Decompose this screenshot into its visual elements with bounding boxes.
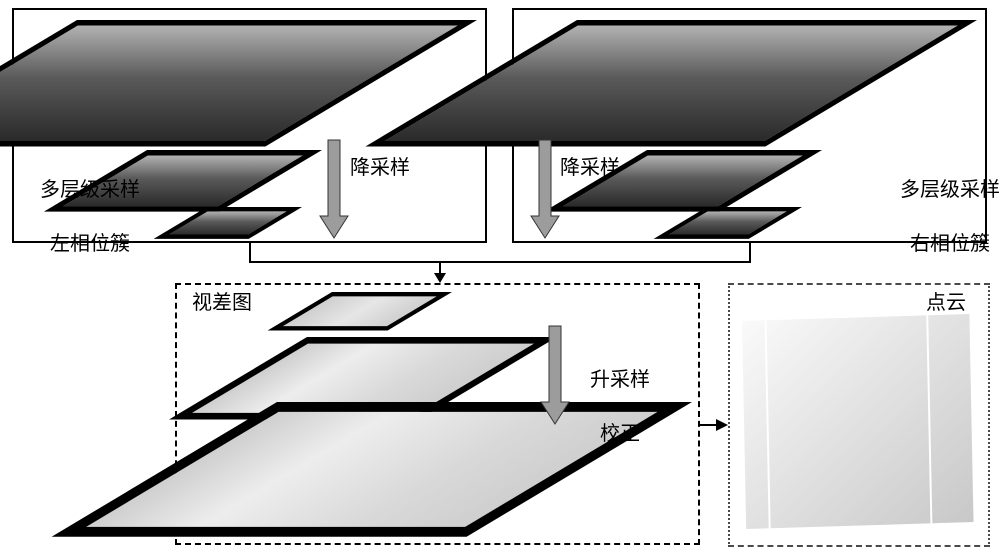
upsample-l2: 校正 (600, 423, 640, 445)
diagram-canvas: 多层级采样 左相位簇 多层级采样 右相位簇 降采样 降采样 视差图 升采样 校正 (0, 0, 1000, 555)
point-cloud-title: 点云 (926, 290, 966, 317)
to-cloud-arrow (700, 418, 730, 432)
point-cloud-box: 点云 (728, 283, 990, 547)
point-cloud-panel (742, 314, 974, 529)
upsample-arrow (541, 326, 569, 426)
upsample-label: 升采样 校正 (570, 340, 650, 475)
join-connector (0, 0, 1000, 300)
upsample-l1: 升采样 (590, 369, 650, 391)
disparity-title: 视差图 (192, 290, 252, 317)
disp-level-0 (268, 292, 452, 331)
